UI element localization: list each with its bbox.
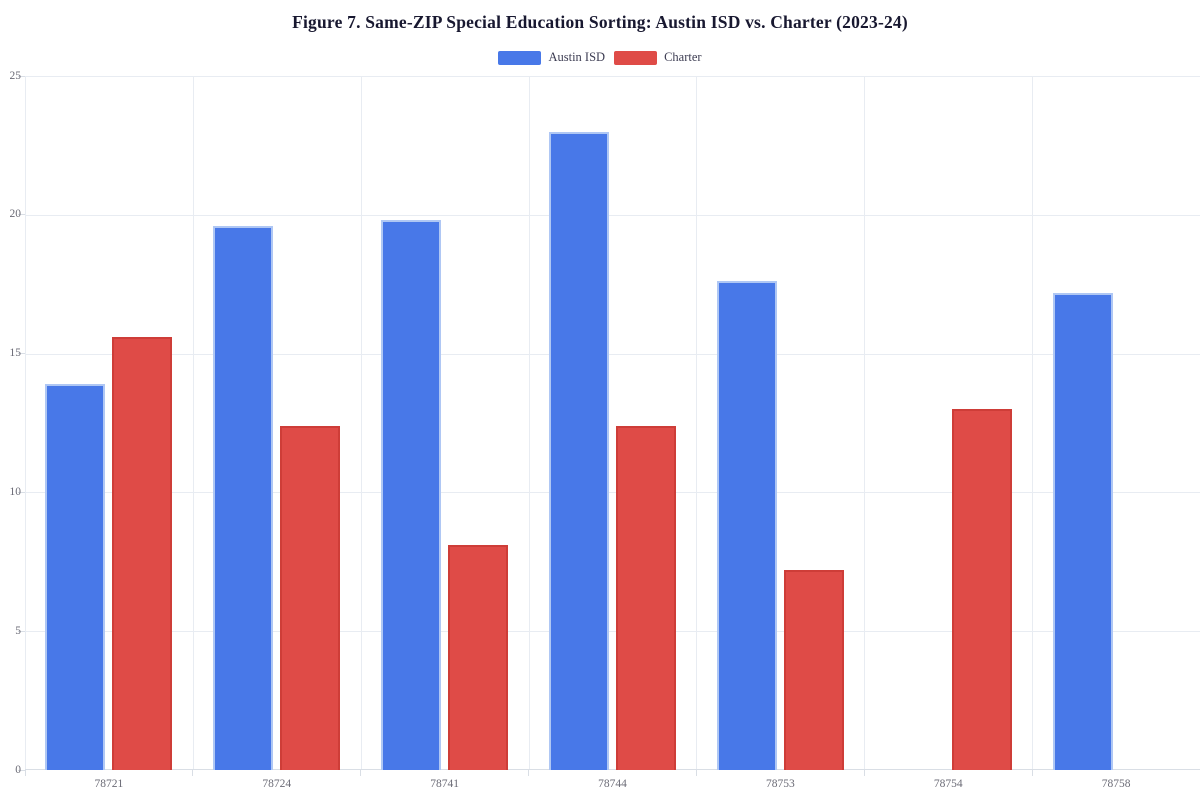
- y-tick-0: [18, 769, 25, 771]
- bar-charter-78724: [280, 425, 341, 770]
- plot-area: 0 5 10 15 20 25 78721 78724 78741 78744 78753 78754…: [10, 70, 1200, 790]
- legend-label-austin-isd: Austin ISD: [548, 50, 606, 64]
- y-tick-label-0: 0: [15, 763, 21, 776]
- bar-austin-isd-78744: [549, 131, 609, 770]
- gridline-y-10: [25, 492, 1200, 494]
- x-tick-label-78724: 78724: [262, 778, 292, 790]
- y-tick-25: [18, 75, 25, 77]
- x-tick-4: [695, 770, 697, 776]
- chart-title: Figure 7. Same-ZIP Special Education Sor…: [292, 12, 908, 32]
- y-tick-label-25: 25: [9, 69, 22, 82]
- y-tick-10: [18, 491, 25, 493]
- bar-charter-78721: [112, 336, 173, 770]
- y-tick-label-20: 20: [9, 208, 22, 221]
- x-tick-label-78753: 78753: [765, 778, 795, 790]
- bar-charter-78744: [616, 425, 676, 770]
- y-tick-20: [18, 214, 25, 216]
- gridline-y-25: [25, 76, 1200, 77]
- gridline-x-6: [1032, 76, 1034, 770]
- gridline-x-1: [192, 76, 194, 770]
- legend-swatch-charter: [614, 50, 658, 65]
- x-tick-5: [863, 770, 865, 776]
- x-tick-3: [528, 770, 530, 776]
- y-tick-label-5: 5: [15, 624, 21, 637]
- x-axis-line: [25, 769, 1200, 770]
- gridline-y-5: [25, 631, 1200, 633]
- y-axis-line: [25, 76, 26, 770]
- bar-charter-78741: [448, 545, 509, 770]
- y-tick-label-15: 15: [9, 347, 22, 360]
- bar-austin-isd-78758: [1052, 292, 1113, 770]
- y-tick-label-10: 10: [9, 485, 22, 498]
- x-tick-label-78721: 78721: [94, 778, 124, 790]
- gridline-x-2: [360, 76, 362, 770]
- gridline-y-20: [25, 214, 1200, 216]
- legend-item-charter[interactable]: Charter: [614, 50, 702, 65]
- legend-item-austin-isd[interactable]: Austin ISD: [498, 50, 605, 65]
- x-tick-label-78744: 78744: [598, 778, 627, 790]
- gridline-x-5: [864, 76, 866, 770]
- x-tick-label-78741: 78741: [430, 778, 459, 790]
- x-tick-6: [1031, 770, 1033, 776]
- legend-swatch-austin-isd: [498, 50, 542, 65]
- bar-charter-78754: [951, 409, 1012, 770]
- x-tick-label-78754: 78754: [933, 778, 963, 790]
- y-tick-5: [18, 630, 25, 632]
- gridline-y-15: [25, 353, 1200, 355]
- legend: Austin ISD Charter: [0, 50, 1200, 65]
- x-tick-0: [24, 770, 26, 776]
- bar-charter-78753: [783, 570, 844, 770]
- bar-austin-isd-78753: [716, 281, 777, 770]
- y-tick-15: [18, 353, 25, 355]
- legend-label-charter: Charter: [664, 50, 702, 64]
- gridline-x-4: [696, 76, 698, 770]
- x-tick-2: [360, 770, 362, 776]
- bar-austin-isd-78741: [381, 220, 442, 770]
- gridline-x-3: [528, 76, 530, 770]
- bar-austin-isd-78721: [45, 384, 106, 770]
- bar-austin-isd-78724: [213, 225, 274, 770]
- x-tick-label-78758: 78758: [1101, 778, 1131, 790]
- x-tick-1: [192, 770, 194, 776]
